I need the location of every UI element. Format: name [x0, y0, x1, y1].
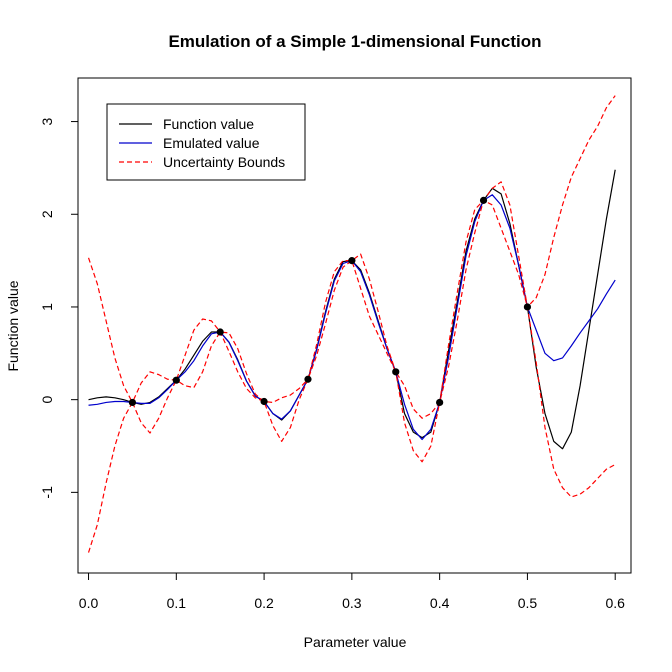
- chart-title: Emulation of a Simple 1-dimensional Func…: [168, 32, 541, 51]
- x-tick-label: 0.6: [605, 595, 625, 611]
- design-point: [436, 398, 444, 407]
- x-tick-label: 0.4: [430, 595, 450, 611]
- x-tick-label: 0.2: [254, 595, 274, 611]
- design-points: [128, 196, 532, 407]
- design-point: [523, 303, 532, 311]
- legend-label: Emulated value: [163, 135, 260, 151]
- design-point: [128, 398, 137, 407]
- design-point: [172, 376, 180, 384]
- legend-label: Uncertainty Bounds: [163, 154, 285, 170]
- y-axis: -1 0 1 2 3: [39, 117, 79, 499]
- x-axis-label: Parameter value: [304, 634, 407, 650]
- y-tick-label: 3: [39, 117, 55, 125]
- design-point: [260, 397, 268, 406]
- y-tick-label: 2: [39, 210, 55, 218]
- legend: Function value Emulated value Uncertainty …: [106, 103, 306, 181]
- design-point: [348, 257, 356, 265]
- design-point: [392, 368, 400, 376]
- design-point: [479, 196, 488, 204]
- y-tick-label: -1: [39, 486, 55, 499]
- y-tick-label: 1: [39, 303, 55, 311]
- legend-label: Function value: [163, 116, 254, 132]
- legend-box: [106, 103, 306, 181]
- x-tick-label: 0.0: [79, 595, 99, 611]
- x-axis: 0.0 0.1 0.2 0.3 0.4 0.5 0.6: [79, 572, 625, 611]
- y-tick-label: 0: [39, 396, 55, 404]
- design-point: [216, 328, 224, 336]
- x-tick-label: 0.3: [342, 595, 362, 611]
- y-axis-label: Function value: [5, 280, 21, 371]
- x-tick-label: 0.5: [518, 595, 538, 611]
- x-tick-label: 0.1: [167, 595, 187, 611]
- design-point: [304, 375, 312, 383]
